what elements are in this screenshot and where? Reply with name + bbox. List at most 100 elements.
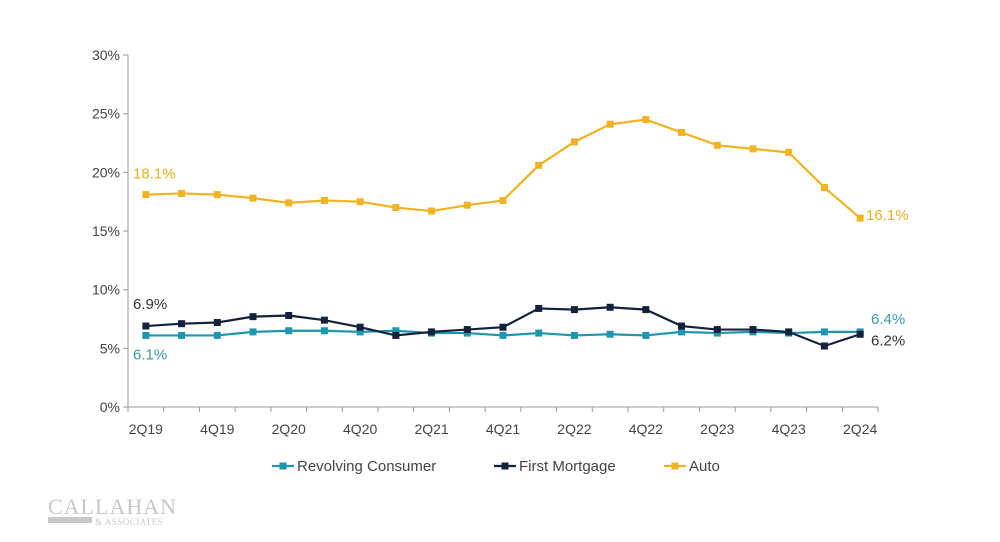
start-data-label: 18.1% (133, 166, 176, 183)
data-point (499, 196, 507, 204)
legend-swatch-marker (671, 462, 679, 470)
data-point (856, 330, 864, 338)
y-tick-label: 25% (92, 106, 120, 122)
data-point (678, 128, 686, 136)
data-point (606, 120, 614, 128)
data-point (499, 331, 507, 339)
data-point (713, 326, 721, 334)
data-point (642, 306, 650, 314)
svg-text:& ASSOCIATES: & ASSOCIATES (95, 517, 163, 527)
series-group: 6.1% 6.4% 6.9% 6.2% 18.1% 16.1% (133, 116, 909, 363)
svg-text:CALLAHAN: CALLAHAN (48, 494, 177, 519)
data-point (820, 342, 828, 350)
legend-swatch-marker (501, 462, 509, 470)
y-tick-label: 5% (100, 340, 120, 356)
data-point (142, 331, 150, 339)
data-point (178, 320, 186, 328)
data-point (606, 330, 614, 338)
data-point (463, 329, 471, 337)
data-point (142, 322, 150, 330)
data-point (178, 331, 186, 339)
data-point (570, 331, 578, 339)
data-point (749, 326, 757, 334)
data-point (785, 328, 793, 336)
data-point (392, 331, 400, 339)
data-point (249, 194, 257, 202)
data-point (463, 201, 471, 209)
data-point (320, 196, 328, 204)
data-point (642, 116, 650, 124)
series-first-mortgage: 6.9% 6.2% (133, 296, 905, 350)
legend-label: Auto (689, 458, 720, 475)
data-point (535, 304, 543, 312)
data-point (428, 328, 436, 336)
series-auto: 18.1% 16.1% (133, 116, 909, 224)
data-point (499, 323, 507, 331)
x-tick-label: 4Q21 (486, 421, 520, 437)
data-point (356, 198, 364, 206)
x-tick-label: 4Q22 (629, 421, 663, 437)
data-point (213, 319, 221, 327)
data-point (463, 326, 471, 334)
data-point (285, 327, 293, 335)
x-tick-label: 2Q24 (843, 421, 877, 437)
end-data-label: 6.2% (871, 332, 905, 349)
legend-label: First Mortgage (519, 458, 616, 475)
y-tick-label: 0% (100, 399, 120, 415)
x-tick-label: 2Q22 (557, 421, 591, 437)
y-tick-label: 30% (92, 47, 120, 63)
data-point (570, 138, 578, 146)
axes: 0% 5% 10% 15% 20% 25% 30% 2Q19 4Q19 2Q20 4Q20 2Q21 4… (92, 47, 879, 437)
legend-item: Auto (664, 458, 720, 475)
data-point (428, 207, 436, 215)
legend-item: First Mortgage (494, 458, 616, 475)
data-point (678, 328, 686, 336)
data-point (535, 329, 543, 337)
callahan-logo: CALLAHAN & ASSOCIATES (48, 494, 177, 527)
legend: Revolving Consumer First Mortgage Auto (272, 458, 720, 475)
x-tick-label: 2Q23 (700, 421, 734, 437)
data-point (785, 148, 793, 156)
start-data-label: 6.1% (133, 346, 167, 363)
end-data-label: 6.4% (871, 311, 905, 328)
x-tick-label: 4Q20 (343, 421, 377, 437)
start-data-label: 6.9% (133, 296, 167, 313)
x-tick-label: 4Q19 (200, 421, 234, 437)
data-point (356, 323, 364, 331)
data-point (285, 199, 293, 207)
data-point (285, 311, 293, 319)
data-point (213, 191, 221, 199)
data-point (856, 214, 864, 222)
data-point (178, 189, 186, 197)
legend-swatch-marker (279, 462, 287, 470)
data-point (392, 204, 400, 212)
data-point (142, 191, 150, 199)
data-point (535, 161, 543, 169)
data-point (606, 303, 614, 311)
data-point (713, 141, 721, 149)
y-tick-label: 10% (92, 282, 120, 298)
x-tick-label: 4Q23 (772, 421, 806, 437)
data-point (320, 327, 328, 335)
data-point (820, 328, 828, 336)
data-point (678, 322, 686, 330)
data-point (249, 313, 257, 321)
data-point (749, 145, 757, 153)
end-data-label: 16.1% (866, 207, 909, 224)
legend-label: Revolving Consumer (297, 458, 436, 475)
y-tick-label: 15% (92, 223, 120, 239)
legend-item: Revolving Consumer (272, 458, 436, 475)
data-point (820, 184, 828, 192)
data-point (249, 328, 257, 336)
data-point (570, 306, 578, 314)
data-point (213, 331, 221, 339)
x-tick-label: 2Q20 (272, 421, 306, 437)
data-point (642, 331, 650, 339)
y-tick-label: 20% (92, 164, 120, 180)
data-point (713, 329, 721, 337)
x-tick-label: 2Q19 (129, 421, 163, 437)
data-point (392, 327, 400, 335)
data-point (320, 316, 328, 324)
data-point (356, 328, 364, 336)
